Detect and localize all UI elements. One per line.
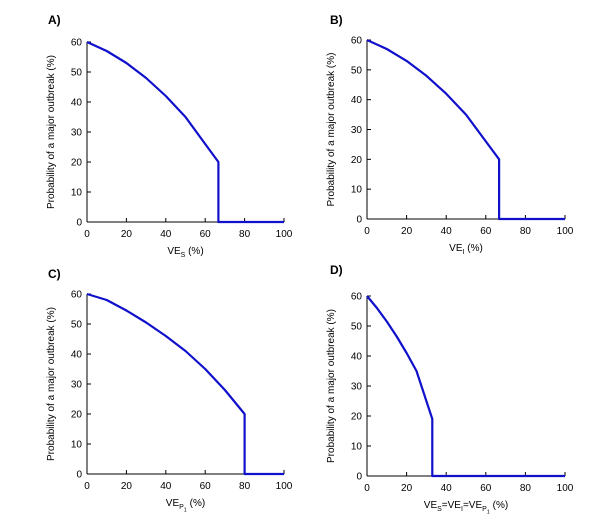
y-tick-label: 10 <box>351 442 363 453</box>
y-tick-label: 60 <box>71 290 83 301</box>
y-tick-label: 20 <box>351 412 363 423</box>
y-tick-label: 0 <box>356 472 362 483</box>
x-label-unit: (%) <box>187 498 205 509</box>
chart-panel-3: C) 0 20 40 60 80 100 0 10 20 30 40 50 60 Probability o… <box>46 267 293 514</box>
panel-label: A) <box>48 13 61 27</box>
y-tick-label: 40 <box>351 95 363 106</box>
y-tick-label: 40 <box>351 352 363 363</box>
y-axis-label: Probability of a major outbreak (%) <box>326 309 337 463</box>
y-tick-label: 20 <box>71 410 83 421</box>
y-tick-label: 20 <box>71 158 83 169</box>
x-tick-label: 40 <box>441 483 453 494</box>
y-tick-label: 30 <box>71 128 83 139</box>
x-tick-label: 60 <box>480 226 492 237</box>
y-tick-label: 50 <box>351 65 363 76</box>
panel-label: C) <box>48 267 61 281</box>
x-label-unit: (%) <box>464 243 482 254</box>
x-label-subscript: S <box>437 506 442 513</box>
x-tick-label: 40 <box>441 226 453 237</box>
x-tick-label: 40 <box>160 481 172 492</box>
x-tick-label: 20 <box>121 481 133 492</box>
x-tick-label: 0 <box>84 481 90 492</box>
series-line-1 <box>86 292 284 476</box>
y-tick-label: 0 <box>76 218 82 229</box>
y-tick-label: 30 <box>71 380 83 391</box>
chart-panel-4: D) 0 20 40 60 80 100 0 10 20 30 40 50 60 Probability o… <box>326 263 574 516</box>
x-label-subscript: I <box>463 249 465 256</box>
chart-panel-1: A) 0 20 40 60 80 100 0 10 20 30 40 50 60 Probability o… <box>46 13 293 259</box>
x-label-text: VE <box>166 498 180 509</box>
chart-panel-2: B) 0 20 40 60 80 100 0 10 20 30 40 50 60 Probability o… <box>326 13 574 256</box>
x-tick-label: 100 <box>557 483 574 494</box>
x-tick-label: 100 <box>557 226 574 237</box>
y-tick-label: 30 <box>351 382 363 393</box>
panel-label: B) <box>330 13 343 27</box>
y-tick-label: 10 <box>351 185 363 196</box>
x-label-subscript: P <box>179 504 184 511</box>
y-tick-label: 40 <box>71 98 83 109</box>
x-tick-label: 20 <box>121 229 133 240</box>
y-axis-label: Probability of a major outbreak (%) <box>46 307 57 461</box>
y-tick-label: 30 <box>351 125 363 136</box>
y-tick-label: 60 <box>71 38 83 49</box>
y-tick-label: 10 <box>71 188 83 199</box>
y-tick-label: 60 <box>351 36 363 47</box>
series-line-1 <box>86 40 284 224</box>
x-label-subscript-2: 1 <box>184 508 187 514</box>
x-label-unit: (%) <box>185 246 203 257</box>
x-label-text: =VE <box>442 500 462 511</box>
y-tick-label: 50 <box>71 68 83 79</box>
x-axis-label: VES (%) <box>167 246 203 259</box>
x-tick-label: 100 <box>276 229 293 240</box>
y-tick-label: 0 <box>76 470 82 481</box>
y-axis-label: Probability of a major outbreak (%) <box>46 55 57 209</box>
x-tick-label: 80 <box>520 483 532 494</box>
x-label-text: =VE <box>463 500 483 511</box>
x-tick-label: 80 <box>239 481 251 492</box>
x-label-subscript: I <box>461 506 463 513</box>
x-tick-label: 0 <box>364 226 370 237</box>
x-tick-label: 80 <box>520 226 532 237</box>
y-tick-label: 10 <box>71 440 83 451</box>
x-tick-label: 60 <box>200 229 212 240</box>
x-tick-label: 60 <box>480 483 492 494</box>
x-tick-label: 80 <box>239 229 251 240</box>
panel-label: D) <box>330 263 343 277</box>
x-label-subscript: S <box>181 252 186 259</box>
x-tick-label: 0 <box>364 483 370 494</box>
y-tick-label: 50 <box>351 322 363 333</box>
x-axis-label: VEI (%) <box>449 243 483 256</box>
x-tick-label: 20 <box>401 226 413 237</box>
x-axis-label: VEP1 (%) <box>166 498 205 514</box>
y-axis-label: Probability of a major outbreak (%) <box>326 53 337 207</box>
y-tick-label: 60 <box>351 292 363 303</box>
y-tick-label: 50 <box>71 320 83 331</box>
y-tick-label: 0 <box>356 215 362 226</box>
x-tick-label: 0 <box>84 229 90 240</box>
x-tick-label: 100 <box>276 481 293 492</box>
y-tick-label: 40 <box>71 350 83 361</box>
x-label-unit: (%) <box>490 500 508 511</box>
series-line-1 <box>366 295 565 478</box>
x-tick-label: 20 <box>401 483 413 494</box>
y-tick-label: 20 <box>351 155 363 166</box>
x-label-text: VE <box>449 243 463 254</box>
x-label-subscript: P <box>482 506 487 513</box>
x-tick-label: 40 <box>160 229 172 240</box>
x-label-text: VE <box>424 500 438 511</box>
x-tick-label: 60 <box>200 481 212 492</box>
x-axis-label: VES=VEI=VEP1 (%) <box>424 500 508 516</box>
x-label-text: VE <box>167 246 181 257</box>
x-label-subscript-2: 1 <box>487 510 490 516</box>
series-line-1 <box>366 38 565 221</box>
